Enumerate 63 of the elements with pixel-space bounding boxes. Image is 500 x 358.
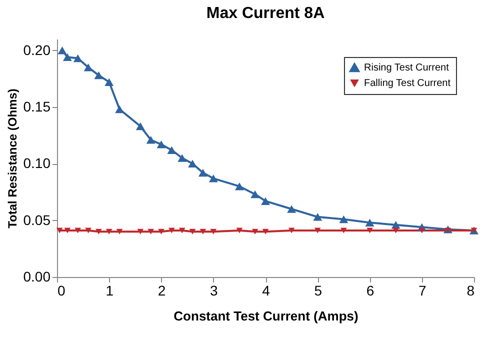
point <box>366 228 373 234</box>
point <box>167 146 176 154</box>
point <box>146 136 156 144</box>
point <box>158 228 164 234</box>
point <box>188 160 197 168</box>
point <box>392 228 399 234</box>
point <box>106 228 112 234</box>
point <box>210 228 217 234</box>
point <box>74 228 82 234</box>
point <box>168 228 175 234</box>
x-axis-title: Constant Test Current (Amps) <box>174 308 358 324</box>
point <box>136 122 145 130</box>
y-tick-label: 0.10 <box>23 155 51 172</box>
point <box>116 228 123 234</box>
point <box>314 228 321 234</box>
point <box>418 228 426 234</box>
point <box>178 228 186 234</box>
point <box>340 228 347 234</box>
x-tick-label: 4 <box>262 282 270 298</box>
point <box>85 228 92 234</box>
y-tick-label: 0.15 <box>23 98 51 114</box>
y-tick-label: 0.00 <box>23 268 51 284</box>
point <box>56 228 63 234</box>
point <box>262 228 269 234</box>
point <box>198 168 208 177</box>
point <box>94 71 104 80</box>
point <box>137 228 144 234</box>
x-tick-label: 0 <box>58 282 66 298</box>
x-tick-label: 2 <box>158 282 166 298</box>
point <box>287 205 296 213</box>
point <box>234 182 244 190</box>
point <box>288 228 295 234</box>
point <box>313 213 322 221</box>
x-tick-label: 8 <box>466 282 475 298</box>
point <box>84 63 93 72</box>
x-tick-label: 3 <box>210 282 218 298</box>
point <box>62 53 72 62</box>
y-tick-label: 0.20 <box>23 42 51 58</box>
point <box>64 228 71 234</box>
x-tick-label: 7 <box>418 282 426 298</box>
point <box>252 228 258 234</box>
point <box>156 140 166 148</box>
x-tick-label: 6 <box>366 282 374 298</box>
point <box>236 228 243 234</box>
chart-title: Max Current 8A <box>206 5 326 22</box>
point <box>208 174 218 182</box>
point <box>104 78 114 86</box>
point <box>339 215 348 224</box>
point <box>96 228 102 234</box>
x-tick-label: 5 <box>314 282 322 298</box>
x-tick-label: 1 <box>106 282 114 298</box>
point <box>261 197 270 205</box>
point <box>178 154 187 162</box>
point <box>250 190 260 198</box>
legend-label: Rising Test Current <box>364 62 450 74</box>
point <box>148 228 154 234</box>
point <box>365 218 374 226</box>
legend-label: Falling Test Current <box>364 78 451 89</box>
point <box>200 228 206 234</box>
point <box>189 228 196 234</box>
y-axis-title: Total Resistance (Ohms) <box>5 88 20 228</box>
y-tick-label: 0.05 <box>23 212 51 228</box>
point <box>58 46 67 54</box>
